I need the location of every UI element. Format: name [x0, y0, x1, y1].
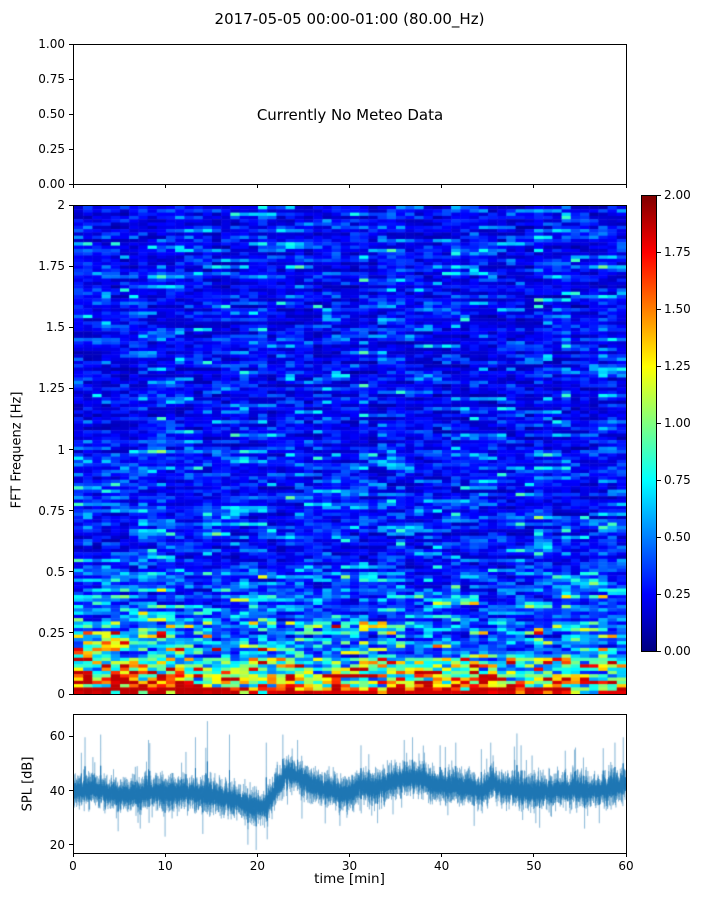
meteo-ytick-label: 0.25 [38, 142, 65, 156]
spl-xtick-label: 40 [434, 859, 450, 873]
meteo-ytick-label: 0.00 [38, 177, 65, 191]
spl-xtick-label: 30 [341, 859, 358, 873]
colorbar-tick-label: 1.25 [664, 359, 691, 373]
meteo-ytick-mark [69, 43, 73, 45]
meteo-ytick-label: 0.75 [38, 72, 65, 86]
spl-ytick-label: 20 [49, 837, 65, 852]
spec-ytick-mark [69, 204, 73, 206]
spl-xtick-label: 60 [618, 859, 634, 873]
meteo-xtick-mark [349, 184, 350, 188]
colorbar-tick-label: 0.75 [664, 473, 691, 487]
meteo-ytick-mark [69, 148, 73, 150]
spec-ytick-mark [69, 265, 73, 267]
spec-ytick-label: 0 [57, 687, 65, 701]
spl-xtick-label: 20 [249, 859, 265, 873]
meteo-xtick-mark [625, 184, 627, 188]
spec-ytick-label: 2 [57, 198, 65, 212]
colorbar-tick-label: 2.00 [664, 188, 691, 202]
colorbar-tick-mark [657, 422, 661, 424]
spl-ytick-label: 40 [49, 783, 65, 798]
spec-ytick-mark [69, 510, 73, 512]
colorbar-tick-mark [657, 251, 661, 253]
colorbar-tick-label: 0.00 [664, 644, 691, 658]
colorbar-tick-mark [657, 536, 661, 538]
spec-ytick-mark [69, 449, 73, 450]
meteo-ytick-mark [69, 78, 73, 80]
spec-ytick-mark [69, 632, 73, 634]
spl-xtick-mark [164, 853, 166, 857]
colorbar-tick-label: 0.50 [664, 530, 691, 544]
figure-title: 2017-05-05 00:00-01:00 (80.00_Hz) [214, 10, 485, 28]
no-meteo-data-text: Currently No Meteo Data [256, 105, 444, 124]
spec-ytick-label: 1 [57, 442, 65, 457]
meteo-panel: Currently No Meteo Data [73, 44, 627, 185]
colorbar [641, 195, 657, 652]
colorbar-tick-mark [657, 194, 661, 196]
spec-ytick-label: 0.5 [45, 564, 65, 579]
meteo-ytick-label: 1.00 [38, 37, 65, 51]
spl-xtick-mark [349, 853, 350, 857]
spl-panel [73, 714, 627, 854]
meteo-xtick-mark [72, 184, 74, 188]
spec-ytick-mark [69, 387, 73, 389]
spec-ytick-label: 1.5 [45, 320, 65, 335]
colorbar-tick-mark [657, 650, 661, 652]
spl-xtick-mark [625, 853, 627, 857]
meteo-xtick-mark [533, 184, 535, 188]
meteo-xtick-mark [441, 184, 443, 188]
colorbar-tick-mark [657, 365, 661, 367]
spl-xtick-label: 10 [157, 859, 173, 873]
spl-xtick-mark [256, 853, 258, 857]
spec-ytick-label: 0.25 [38, 625, 65, 640]
colorbar-tick-label: 0.25 [664, 587, 691, 601]
spec-ytick-label: 0.75 [38, 503, 65, 518]
colorbar-tick-mark [657, 308, 661, 310]
spectrogram-panel [73, 205, 627, 695]
colorbar-tick-label: 1.00 [664, 416, 691, 430]
spl-xtick-mark [533, 853, 535, 857]
spec-ytick-mark [69, 326, 73, 328]
meteo-xtick-mark [256, 184, 258, 188]
spec-ytick-mark [69, 693, 73, 695]
spl-xtick-mark [441, 853, 443, 857]
spectrogram-canvas [74, 206, 626, 694]
spl-ytick-label: 60 [49, 729, 65, 744]
meteo-ytick-mark [69, 113, 73, 115]
colorbar-tick-label: 1.50 [664, 302, 691, 316]
spl-xtick-label: 0 [69, 859, 77, 873]
colorbar-tick-mark [657, 593, 661, 595]
spl-ytick-mark [69, 735, 73, 737]
spl-xtick-mark [72, 853, 74, 857]
spec-ytick-label: 1.75 [38, 259, 65, 274]
meteo-xtick-mark [164, 184, 166, 188]
spl-canvas [74, 715, 626, 853]
time-xlabel: time [min] [314, 871, 385, 887]
meteo-ytick-label: 0.50 [38, 107, 65, 121]
spl-xtick-label: 50 [526, 859, 542, 873]
colorbar-tick-mark [657, 479, 661, 481]
spec-ytick-label: 1.25 [38, 381, 65, 396]
meteo-ytick-mark [69, 183, 73, 185]
spl-ytick-mark [69, 844, 73, 846]
colorbar-tick-label: 1.75 [664, 245, 691, 259]
spl-ytick-mark [69, 790, 73, 792]
spec-ytick-mark [69, 571, 73, 573]
